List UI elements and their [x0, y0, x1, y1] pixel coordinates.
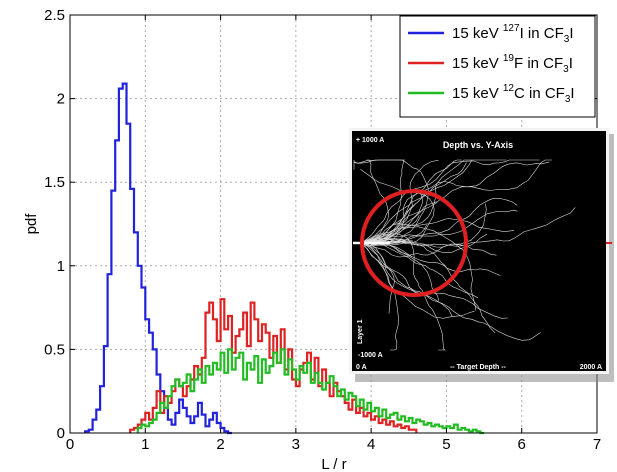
ion-track — [359, 201, 437, 244]
x-tick-label: 7 — [593, 436, 601, 453]
inset-x-center-label: -- Target Depth -- — [450, 364, 507, 371]
ion-track — [359, 242, 399, 351]
ion-track — [359, 159, 507, 245]
ion-tracks — [353, 159, 576, 351]
y-tick-label: 0 — [57, 425, 65, 442]
ion-track — [359, 239, 414, 244]
x-axis-label: L / r — [321, 456, 346, 472]
y-axis-label: pdf — [23, 213, 40, 235]
x-tick-label: 4 — [367, 436, 375, 453]
inset-image: Depth vs. Y-Axis + 1000 A -1000 A Layer … — [349, 128, 614, 382]
ion-track — [359, 226, 476, 311]
series-layer — [84, 82, 485, 435]
y-tick-label: 0.5 — [44, 341, 65, 358]
y-tick-label: 1 — [57, 258, 65, 275]
x-tick-label: 2 — [216, 436, 224, 453]
ion-track — [353, 159, 429, 246]
inset-x-left-label: 0 A — [356, 364, 367, 371]
ion-track — [359, 218, 515, 244]
ion-track — [359, 242, 541, 341]
y-tick-label: 1.5 — [44, 174, 65, 191]
series-line — [84, 82, 232, 435]
ion-track — [359, 159, 473, 244]
x-tick-label: 0 — [66, 436, 74, 453]
x-tick-label: 5 — [442, 436, 450, 453]
legend-label: 15 keV 127I in CF3I — [452, 23, 573, 45]
x-tick-label: 1 — [141, 436, 149, 453]
y-tick-label: 2 — [57, 91, 65, 108]
inset-side-label: Layer 1 — [357, 319, 364, 344]
series-line — [136, 348, 485, 435]
ion-track — [359, 242, 453, 317]
ion-track — [359, 242, 501, 276]
inset-bottom-left-label: -1000 A — [358, 352, 383, 359]
inset-top-left-label: + 1000 A — [356, 137, 384, 144]
x-tick-label: 3 — [292, 436, 300, 453]
ion-track — [359, 207, 576, 247]
legend-label: 15 keV 19F in CF3I — [452, 53, 573, 75]
ion-track — [359, 159, 540, 244]
ion-track — [359, 162, 467, 244]
tick-labels: 0 1 2 3 4 5 6 7 0 0.5 1 1.5 2 2.5 — [44, 7, 601, 453]
x-tick-label: 6 — [518, 436, 526, 453]
ion-track — [359, 242, 395, 314]
inset-background — [352, 131, 606, 371]
inset-title: Depth vs. Y-Axis — [443, 140, 513, 150]
ion-track — [359, 209, 518, 244]
inset-x-right-label: 2000 A — [580, 364, 602, 371]
ion-track — [359, 240, 479, 299]
legend: 15 keV 127I in CF3I 15 keV 19F in CF3I 15 … — [399, 15, 596, 118]
ion-track — [359, 233, 447, 351]
ion-track — [359, 242, 497, 258]
y-tick-label: 2.5 — [44, 7, 65, 24]
ion-track — [359, 198, 518, 244]
legend-label: 15 keV 12C in CF3I — [452, 83, 575, 105]
inset-circle — [360, 189, 468, 297]
